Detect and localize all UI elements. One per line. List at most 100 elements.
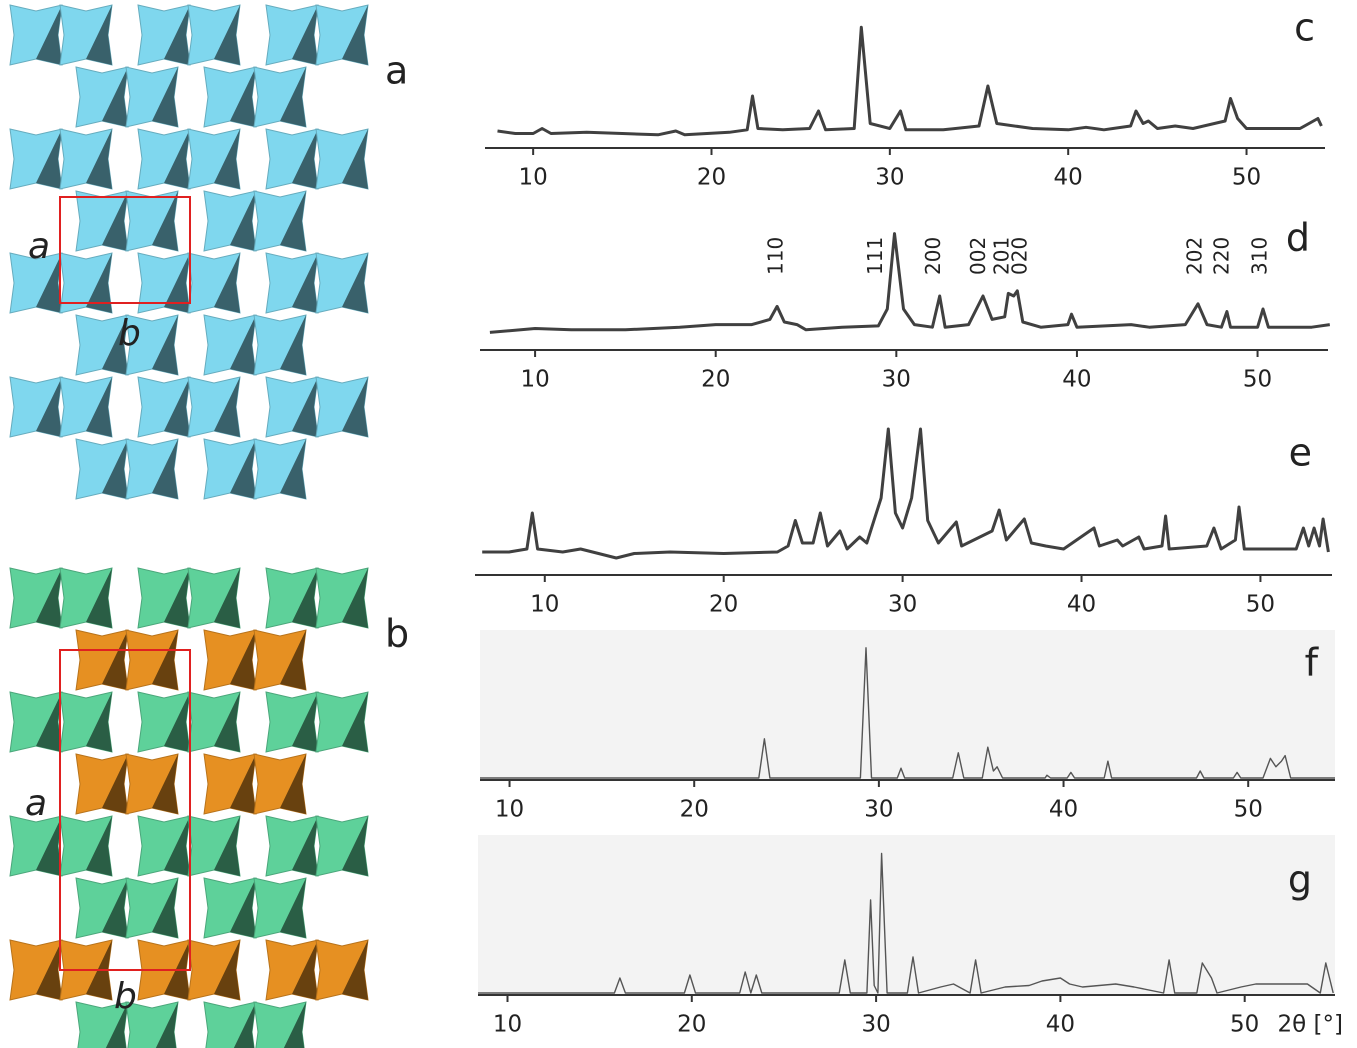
polyhedron-face <box>342 692 368 752</box>
axis-b: b <box>118 313 141 354</box>
x-tick-label: 30 <box>888 592 917 618</box>
polyhedron-face <box>292 816 318 876</box>
polyhedron-face <box>280 191 306 251</box>
polyhedron-face <box>105 1002 128 1048</box>
panel-label: g <box>1288 858 1312 902</box>
polyhedron-face <box>152 878 178 938</box>
polyhedron-face <box>230 754 256 814</box>
polyhedron-face <box>102 191 128 251</box>
polyhedron-face <box>342 816 368 876</box>
polyhedron-face <box>152 630 178 690</box>
polyhedron-face <box>152 67 178 127</box>
polyhedron-face <box>280 67 306 127</box>
polyhedron-face <box>280 630 306 690</box>
x-tick-label: 10 <box>519 165 548 191</box>
polyhedron-face <box>152 191 178 251</box>
peak-label: 220 <box>1210 237 1234 275</box>
polyhedron-face <box>102 439 128 499</box>
x-tick-label: 20 <box>701 367 730 393</box>
polyhedron-face <box>342 253 368 313</box>
polyhedron-face <box>152 439 178 499</box>
polyhedron-face <box>342 377 368 437</box>
polyhedron-face <box>36 377 62 437</box>
polyhedron-face <box>152 754 178 814</box>
polyhedron-face <box>214 253 240 313</box>
x-tick-label: 40 <box>1046 1012 1075 1038</box>
pattern-line <box>489 232 1331 334</box>
x-tick-label: 40 <box>1054 165 1083 191</box>
x-tick-label: 30 <box>882 367 911 393</box>
x-tick-label: 20 <box>697 165 726 191</box>
x-tick-label: 50 <box>1246 592 1275 618</box>
x-tick-label: 30 <box>861 1012 890 1038</box>
polyhedron-face <box>230 630 256 690</box>
polyhedron-face <box>36 940 62 1000</box>
peak-label: 200 <box>921 237 945 275</box>
polyhedron-face <box>164 129 190 189</box>
panel-label: d <box>1286 216 1310 260</box>
x-tick-label: 30 <box>875 165 904 191</box>
polyhedron-face <box>164 568 190 628</box>
polyhedron-face <box>214 129 240 189</box>
polyhedron-face <box>86 377 112 437</box>
polyhedron-face <box>36 568 62 628</box>
polyhedron-face <box>292 5 318 65</box>
plot-background <box>478 835 1335 995</box>
x-tick-label: 40 <box>1062 367 1091 393</box>
polyhedron-face <box>214 940 240 1000</box>
polyhedron-face <box>280 754 306 814</box>
x-tick-label: 50 <box>1243 367 1272 393</box>
polyhedron-face <box>230 67 256 127</box>
polyhedron-face <box>36 692 62 752</box>
panel-label: b <box>385 612 409 656</box>
unit-cell <box>59 196 191 304</box>
peak-label: 002 <box>966 237 990 275</box>
polyhedron-face <box>342 5 368 65</box>
polyhedron-face <box>36 253 62 313</box>
polyhedron-face <box>230 878 256 938</box>
peak-label: 310 <box>1248 237 1272 275</box>
polyhedron-face <box>86 129 112 189</box>
peak-label: 020 <box>1007 237 1031 275</box>
polyhedron-face <box>292 253 318 313</box>
peak-label: 110 <box>764 237 788 275</box>
polyhedron-face <box>164 377 190 437</box>
polyhedron-face <box>280 878 306 938</box>
polyhedron-face <box>86 568 112 628</box>
polyhedron-face <box>214 692 240 752</box>
x-axis-label: 2θ [°] <box>1278 1012 1343 1038</box>
polyhedron-face <box>342 940 368 1000</box>
x-tick-label: 10 <box>495 797 524 823</box>
x-tick-label: 50 <box>1232 165 1261 191</box>
polyhedron-face <box>86 692 112 752</box>
polyhedron-face <box>164 5 190 65</box>
x-tick-label: 40 <box>1049 797 1078 823</box>
x-tick-label: 20 <box>709 592 738 618</box>
panel-label: f <box>1305 641 1320 685</box>
polyhedron-face <box>164 816 190 876</box>
polyhedron-face <box>214 377 240 437</box>
x-tick-label: 10 <box>520 367 549 393</box>
polyhedron-face <box>102 754 128 814</box>
polyhedron-face <box>86 816 112 876</box>
peak-label: 202 <box>1183 237 1207 275</box>
polyhedron-face <box>292 377 318 437</box>
polyhedron-face <box>342 568 368 628</box>
polyhedron-face <box>280 315 306 375</box>
pattern-line <box>478 852 1334 994</box>
polyhedron-face <box>214 816 240 876</box>
polyhedron-face <box>230 315 256 375</box>
polyhedron-face <box>36 129 62 189</box>
unit-cell <box>59 649 191 971</box>
x-tick-label: 30 <box>864 797 893 823</box>
x-tick-label: 20 <box>677 1012 706 1038</box>
plot-background <box>480 630 1335 780</box>
polyhedron-face <box>152 315 178 375</box>
axis-a: a <box>25 783 47 824</box>
polyhedron-face <box>230 191 256 251</box>
panel-label: c <box>1294 6 1315 50</box>
x-tick-label: 50 <box>1234 797 1263 823</box>
polyhedron-face <box>86 5 112 65</box>
pattern-line <box>497 25 1323 137</box>
